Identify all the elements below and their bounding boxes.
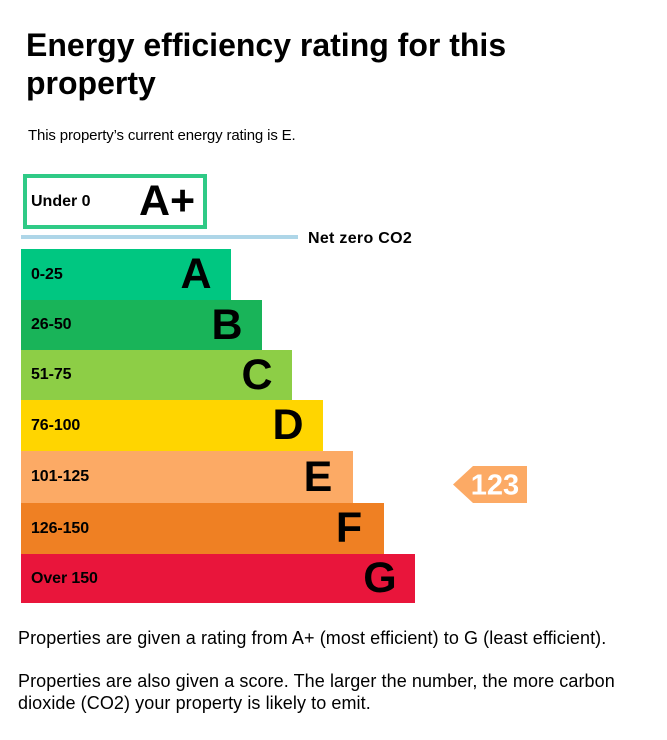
svg-text:123: 123 bbox=[471, 470, 519, 502]
